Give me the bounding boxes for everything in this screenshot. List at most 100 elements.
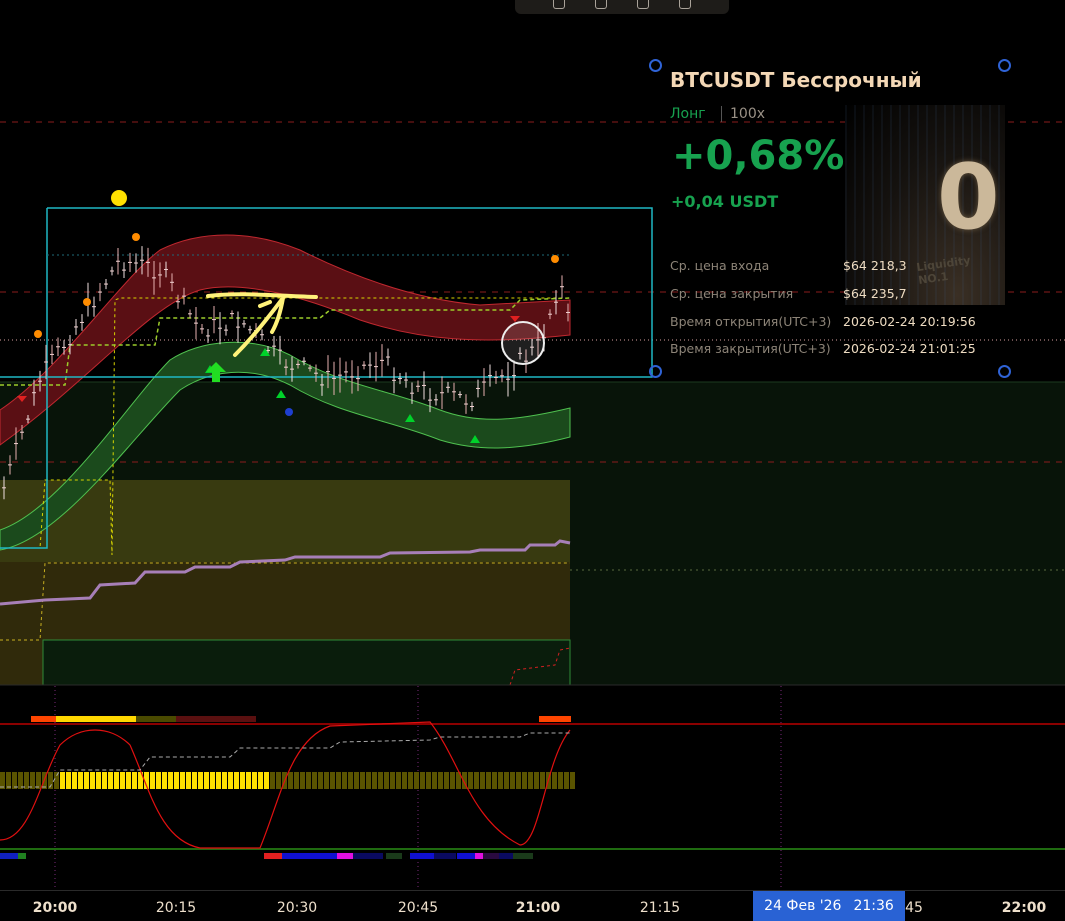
separator <box>721 106 722 122</box>
purple-trend-line <box>0 539 571 606</box>
strip-cell <box>410 853 434 859</box>
promo-image: 0 Liquidity NO.1 <box>845 105 1005 305</box>
heat-cell <box>144 772 149 789</box>
heat-cell <box>60 772 65 789</box>
selection-handle-icon[interactable] <box>649 59 662 72</box>
heat-cell <box>78 772 83 789</box>
heat-cell <box>72 772 77 789</box>
heat-cell <box>318 772 323 789</box>
heat-cell <box>360 772 365 789</box>
time-tick: 21:15 <box>639 900 681 916</box>
heat-cell <box>408 772 413 789</box>
heat-cell <box>120 772 125 789</box>
yellow-dot-marker <box>111 190 127 206</box>
strip-cell <box>434 853 456 859</box>
heat-cell <box>258 772 263 789</box>
crosshair-date: 24 Фев '26 <box>764 898 842 914</box>
heat-cell <box>264 772 269 789</box>
heat-cell <box>396 772 401 789</box>
close-price-label: Ср. цена закрытия <box>670 286 794 301</box>
selection-handle-icon[interactable] <box>998 59 1011 72</box>
green-box <box>42 639 571 686</box>
heat-cell <box>474 772 479 789</box>
state-bar <box>136 716 176 722</box>
candles <box>2 246 570 500</box>
heat-cell <box>222 772 227 789</box>
heat-cell <box>300 772 305 789</box>
state-bar <box>539 716 571 722</box>
orange-dot-marker <box>551 255 559 263</box>
strip-cell <box>353 853 383 859</box>
heat-cell <box>174 772 179 789</box>
heat-cell <box>96 772 101 789</box>
heat-cell <box>12 772 17 789</box>
heat-cell <box>384 772 389 789</box>
heat-cell <box>330 772 335 789</box>
green-band <box>0 341 571 551</box>
heat-cell <box>204 772 209 789</box>
heat-cell <box>138 772 143 789</box>
strip-cell <box>475 853 483 859</box>
green-stop-line <box>0 297 571 386</box>
red-stop-line <box>509 647 571 686</box>
heat-cell <box>114 772 119 789</box>
strip-cell <box>513 853 533 859</box>
heat-cell <box>540 772 545 789</box>
highlight-circle <box>501 321 545 365</box>
heat-cell <box>54 772 59 789</box>
heat-cell <box>522 772 527 789</box>
toolbar-icon[interactable] <box>553 0 565 9</box>
heat-cell <box>132 772 137 789</box>
heat-cell <box>210 772 215 789</box>
heat-cell <box>312 772 317 789</box>
heat-cell <box>420 772 425 789</box>
heat-cell <box>126 772 131 789</box>
position-side: Лонг <box>670 106 706 122</box>
heat-cell <box>516 772 521 789</box>
price-chart[interactable] <box>0 0 1065 890</box>
heat-cell <box>450 772 455 789</box>
heat-cell <box>348 772 353 789</box>
strip-cell <box>457 853 475 859</box>
toolbar-icon[interactable] <box>595 0 607 9</box>
heat-cell <box>24 772 29 789</box>
time-tick: 20:30 <box>276 900 318 916</box>
heat-cell <box>402 772 407 789</box>
heat-cell <box>156 772 161 789</box>
heat-cell <box>552 772 557 789</box>
heat-cell <box>252 772 257 789</box>
heat-cell <box>48 772 53 789</box>
heat-strip <box>0 772 575 789</box>
oscillator-line <box>0 721 571 849</box>
heat-cell <box>228 772 233 789</box>
heat-cell <box>528 772 533 789</box>
heat-cell <box>324 772 329 789</box>
heat-cell <box>558 772 563 789</box>
heat-cell <box>468 772 473 789</box>
toolbar-icon[interactable] <box>679 0 691 9</box>
time-axis[interactable]: 20:00 20:15 20:30 20:45 21:00 21:15 45 2… <box>0 890 1065 921</box>
heat-cell <box>234 772 239 789</box>
time-tick: 45 <box>905 900 923 916</box>
state-bar <box>56 716 136 722</box>
selection-handle-icon[interactable] <box>998 365 1011 378</box>
heat-cell <box>534 772 539 789</box>
heat-cell <box>66 772 71 789</box>
heat-cell <box>270 772 275 789</box>
blue-dot-marker <box>285 408 293 416</box>
heat-cell <box>366 772 371 789</box>
strip-cell <box>337 853 353 859</box>
drawing-toolbar[interactable] <box>515 0 729 14</box>
heat-cell <box>102 772 107 789</box>
strip-cell <box>0 853 18 859</box>
selection-box[interactable] <box>0 207 653 549</box>
close-time-value: 2026-02-24 21:01:25 <box>843 341 976 356</box>
close-time-label: Время закрытия(UTC+3) <box>670 341 831 356</box>
heat-cell <box>180 772 185 789</box>
heat-cell <box>186 772 191 789</box>
crosshair-time: 21:36 <box>853 898 894 914</box>
state-bar <box>176 716 256 722</box>
selection-handle-icon[interactable] <box>649 365 662 378</box>
position-card[interactable]: 0 Liquidity NO.1 BTCUSDT Бессрочный Лонг… <box>655 65 1005 372</box>
toolbar-icon[interactable] <box>637 0 649 9</box>
